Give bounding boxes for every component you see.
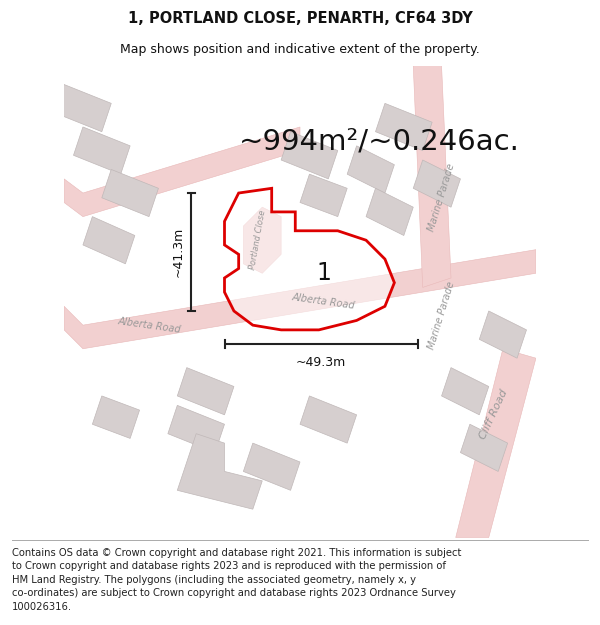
Text: Map shows position and indicative extent of the property.: Map shows position and indicative extent… (120, 44, 480, 56)
Polygon shape (224, 188, 394, 330)
Polygon shape (178, 434, 262, 509)
Text: 1: 1 (316, 261, 331, 285)
Text: Portland Close: Portland Close (248, 209, 267, 271)
Polygon shape (73, 127, 130, 174)
Polygon shape (64, 249, 536, 349)
Polygon shape (456, 349, 536, 538)
Text: Contains OS data © Crown copyright and database right 2021. This information is : Contains OS data © Crown copyright and d… (12, 548, 461, 612)
Text: Alberta Road: Alberta Road (292, 292, 356, 311)
Polygon shape (300, 396, 356, 443)
Polygon shape (102, 169, 158, 217)
Polygon shape (168, 406, 224, 452)
Text: ~41.3m: ~41.3m (172, 227, 184, 277)
Text: Marine Parade: Marine Parade (427, 162, 457, 233)
Polygon shape (281, 132, 338, 179)
Polygon shape (376, 103, 432, 151)
Text: Marine Parade: Marine Parade (427, 281, 457, 351)
Polygon shape (413, 66, 451, 288)
Text: ~49.3m: ~49.3m (296, 356, 346, 369)
Polygon shape (92, 396, 140, 438)
Polygon shape (64, 127, 300, 217)
Polygon shape (442, 368, 489, 415)
Text: 1, PORTLAND CLOSE, PENARTH, CF64 3DY: 1, PORTLAND CLOSE, PENARTH, CF64 3DY (128, 11, 472, 26)
Polygon shape (55, 84, 111, 132)
Polygon shape (413, 160, 460, 208)
Text: Alberta Road: Alberta Road (117, 316, 181, 334)
Polygon shape (83, 217, 135, 264)
Polygon shape (366, 188, 413, 236)
Polygon shape (178, 368, 234, 415)
Polygon shape (460, 424, 508, 471)
Text: ~994m²/~0.246ac.: ~994m²/~0.246ac. (239, 127, 520, 155)
Text: Cliff Road: Cliff Road (478, 388, 509, 441)
Polygon shape (347, 146, 394, 193)
Polygon shape (479, 311, 527, 358)
Polygon shape (244, 208, 281, 273)
Polygon shape (300, 174, 347, 217)
Polygon shape (244, 443, 300, 490)
